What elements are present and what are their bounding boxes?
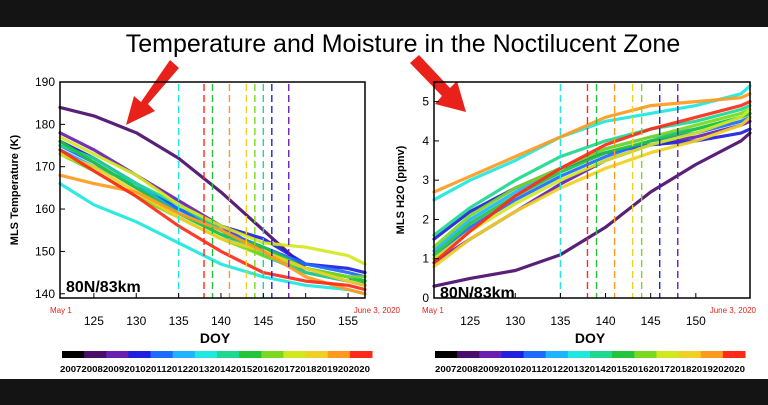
h2o-colorbar-2015 <box>612 351 635 358</box>
h2o-series-2020 <box>432 100 752 265</box>
temperature-colorbar-2010 <box>128 351 152 358</box>
temperature-colorbar-2016 <box>261 351 284 358</box>
h2o-x-tick-145: 145 <box>641 314 661 328</box>
temperature-chart: 125 130 135 140 145 150 155140150160170180190 … <box>9 75 401 374</box>
h2o-y-tick-3: 3 <box>422 173 429 187</box>
h2o-end-label: June 3, 2020 <box>710 306 757 315</box>
h2o-colorbar-2020 <box>722 351 746 358</box>
h2o-x-tick-135: 135 <box>550 314 570 328</box>
temperature-colorbar-2015 <box>239 351 262 358</box>
left-arrow-icon <box>126 60 179 125</box>
temperature-colorbar-2018 <box>305 351 329 358</box>
temperature-x-tick-135: 135 <box>169 314 189 328</box>
temperature-x-tick-145: 145 <box>253 314 273 328</box>
h2o-series-2017 <box>432 107 752 261</box>
temperature-colorbar-2014 <box>217 351 240 358</box>
bottom-bar <box>0 379 768 405</box>
temperature-plot-frame <box>59 81 366 299</box>
h2o-series-2019 <box>432 92 752 194</box>
temperature-colorbar-2013 <box>194 351 218 358</box>
temperature-colorbar <box>62 351 373 358</box>
top-bar <box>0 0 768 27</box>
h2o-colorbar-2010 <box>501 351 525 358</box>
temperature-series-2018 <box>58 152 367 287</box>
h2o-y-tick-1: 1 <box>422 252 429 266</box>
h2o-y-tick-0: 0 <box>422 291 429 305</box>
temperature-series-2013 <box>58 182 367 296</box>
right-arrow-icon <box>410 55 466 112</box>
temperature-y-axis-label: MLS Temperature (K) <box>9 134 21 245</box>
h2o-x-tick-150: 150 <box>686 314 706 328</box>
temperature-colorbar-2009 <box>106 351 129 358</box>
temperature-y-tick-140: 140 <box>35 287 55 301</box>
temperature-colorbar-2012 <box>172 351 196 358</box>
temperature-x-axis-label: DOY <box>200 330 231 346</box>
h2o-x-axis-label: DOY <box>575 330 606 346</box>
h2o-series-2016 <box>432 107 752 249</box>
h2o-ticks: 125 130 135 140 145 150 0 1 2 3 4 5 <box>422 95 706 328</box>
h2o-colorbar-2017 <box>656 351 680 358</box>
temperature-series-lines <box>58 105 367 296</box>
h2o-colorbar-labels: 2007200820092010201120122013201420152016… <box>435 365 746 374</box>
temperature-colorbar-2007 <box>62 351 85 358</box>
temperature-y-tick-190: 190 <box>35 75 55 89</box>
h2o-x-tick-130: 130 <box>505 314 525 328</box>
h2o-colorbar-2013 <box>567 351 591 358</box>
temperature-x-tick-130: 130 <box>126 314 146 328</box>
temperature-y-tick-170: 170 <box>35 160 55 174</box>
h2o-annotation: 80N/83km <box>440 285 515 302</box>
h2o-colorbar-2016 <box>634 351 657 358</box>
h2o-series-2008 <box>432 131 752 288</box>
temperature-colorbar-2020 <box>349 351 373 358</box>
temperature-colorbar-2017 <box>283 351 307 358</box>
temperature-colorbar-labels: 2007200820092010201120122013201420152016… <box>60 365 371 374</box>
temperature-x-tick-155: 155 <box>338 314 358 328</box>
h2o-colorbar-2007 <box>435 351 458 358</box>
temperature-y-tick-180: 180 <box>35 117 55 131</box>
h2o-x-tick-125: 125 <box>460 314 480 328</box>
h2o-colorbar-2012 <box>545 351 569 358</box>
temperature-y-tick-150: 150 <box>35 244 55 258</box>
h2o-plot-frame <box>433 81 751 299</box>
temperature-series-2020 <box>58 148 367 292</box>
h2o-colorbar-2009 <box>479 351 502 358</box>
h2o-vlines <box>559 84 679 298</box>
h2o-colorbar-2019 <box>700 351 724 358</box>
temperature-series-2017 <box>58 135 367 266</box>
h2o-series-2018 <box>432 115 752 269</box>
h2o-series-2009 <box>432 119 752 265</box>
h2o-colorbar-2011 <box>523 351 547 358</box>
h2o-x-tick-140: 140 <box>596 314 616 328</box>
h2o-colorbar-2018 <box>678 351 702 358</box>
h2o-start-label: May 1 <box>422 306 444 315</box>
h2o-colorbar-2014 <box>590 351 613 358</box>
h2o-series-lines <box>432 84 752 288</box>
temperature-start-label: May 1 <box>50 306 72 315</box>
temperature-annotation: 80N/83km <box>66 279 141 296</box>
h2o-colorbar-2008 <box>457 351 480 358</box>
figure-title: Temperature and Moisture in the Noctiluc… <box>126 30 680 58</box>
temperature-colorbar-2011 <box>150 351 174 358</box>
h2o-series-2013 <box>432 84 752 202</box>
h2o-series-2014 <box>432 104 752 237</box>
temperature-x-tick-150: 150 <box>296 314 316 328</box>
h2o-y-axis-label: MLS H2O (ppmv) <box>395 145 407 234</box>
h2o-y-tick-5: 5 <box>422 95 429 109</box>
h2o-colorbar <box>435 351 746 358</box>
figure-panel <box>0 27 768 379</box>
temperature-x-tick-140: 140 <box>211 314 231 328</box>
h2o-y-tick-4: 4 <box>422 134 429 148</box>
temperature-ticks: 125 130 135 140 145 150 155 140 150 160 170 180 190 <box>35 75 358 328</box>
temperature-colorbar-2019 <box>327 351 351 358</box>
h2o-y-tick-2: 2 <box>422 212 429 226</box>
temperature-vlines <box>177 84 290 298</box>
temperature-x-tick-125: 125 <box>84 314 104 328</box>
temperature-y-tick-160: 160 <box>35 202 55 216</box>
temperature-colorbar-2008 <box>84 351 107 358</box>
temperature-end-label: June 3, 2020 <box>354 306 401 315</box>
